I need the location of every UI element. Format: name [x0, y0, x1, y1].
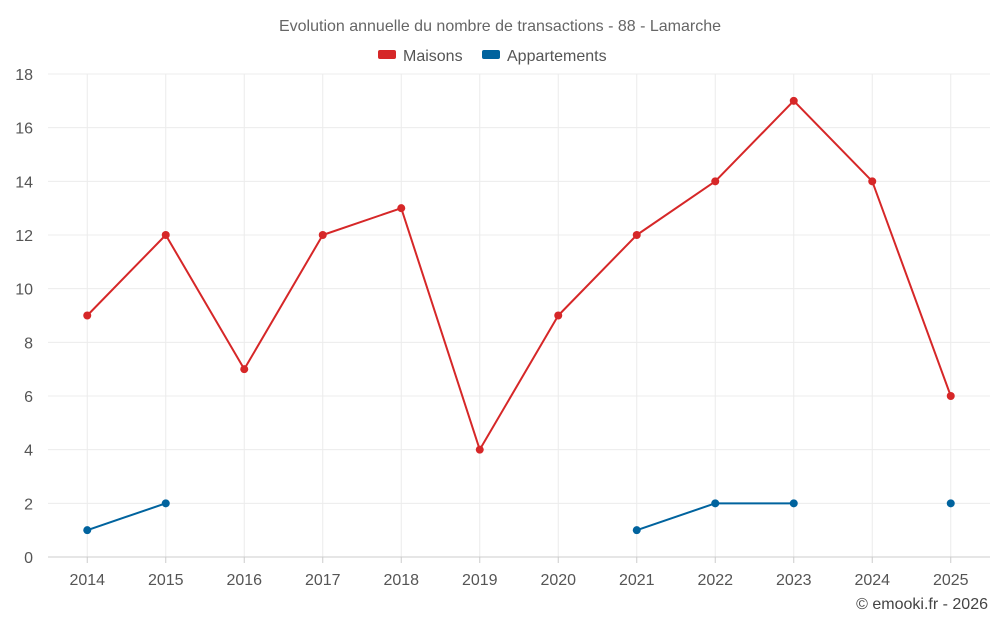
x-tick-label: 2019	[462, 572, 498, 589]
series-appartements	[83, 499, 955, 535]
x-tick-label: 2017	[305, 572, 341, 589]
y-tick-label: 8	[24, 335, 33, 352]
grid	[48, 73, 990, 557]
data-point-maisons-2021[interactable]	[632, 231, 641, 239]
data-point-maisons-2025[interactable]	[946, 392, 955, 400]
series-maisons	[83, 96, 955, 454]
x-tick-label: 2024	[854, 572, 890, 589]
y-tick-label: 2	[24, 496, 33, 513]
legend[interactable]: Maisons Appartements	[378, 48, 607, 65]
y-tick-label: 10	[15, 282, 33, 299]
x-tick-label: 2018	[383, 572, 419, 589]
credit-text: © emooki.fr - 2026	[856, 596, 988, 613]
y-tick-label: 14	[15, 174, 33, 191]
y-tick-label: 4	[24, 443, 33, 460]
data-point-maisons-2019[interactable]	[475, 445, 484, 454]
data-point-appartements-2015[interactable]	[161, 499, 170, 508]
legend-label-maisons[interactable]: Maisons	[403, 48, 463, 65]
series-line-appartements-0	[86, 502, 167, 532]
y-tick-label: 18	[15, 67, 33, 84]
x-tick-label: 2022	[697, 572, 733, 589]
data-point-maisons-2016[interactable]	[240, 365, 249, 374]
x-tick-label: 2021	[619, 572, 655, 589]
data-point-appartements-2014[interactable]	[83, 526, 92, 535]
data-point-maisons-2014[interactable]	[83, 311, 92, 320]
data-point-appartements-2021[interactable]	[632, 526, 641, 535]
x-tick-label: 2014	[69, 572, 105, 589]
y-tick-label: 6	[24, 389, 33, 406]
data-point-appartements-2023[interactable]	[789, 499, 798, 508]
data-point-maisons-2022[interactable]	[711, 177, 720, 186]
y-tick-label: 12	[15, 228, 33, 245]
y-tick-label: 16	[15, 121, 33, 138]
x-tick-label: 2015	[148, 572, 184, 589]
x-tick-label: 2020	[540, 572, 576, 589]
legend-label-appartements[interactable]: Appartements	[507, 48, 607, 65]
x-tick-label: 2025	[933, 572, 969, 589]
data-point-maisons-2018[interactable]	[397, 204, 406, 213]
chart-title: Evolution annuelle du nombre de transact…	[279, 18, 721, 35]
data-point-maisons-2017[interactable]	[318, 231, 327, 239]
series-line-maisons-0	[86, 99, 952, 451]
data-point-maisons-2024[interactable]	[868, 177, 877, 186]
data-point-maisons-2020[interactable]	[554, 311, 563, 320]
x-tick-label: 2016	[226, 572, 262, 589]
legend-swatch-maisons[interactable]	[378, 50, 396, 59]
series	[83, 96, 955, 535]
axes: 0 2 4 6 8 10 12 14 16 18 2014 2015 2016 2017 2018 2019 2…	[15, 67, 990, 589]
x-tick-label: 2023	[776, 572, 812, 589]
y-tick-label: 0	[24, 550, 33, 567]
data-point-maisons-2015[interactable]	[161, 231, 170, 239]
legend-swatch-appartements[interactable]	[482, 50, 500, 59]
data-point-appartements-2022[interactable]	[711, 499, 720, 508]
data-point-appartements-2025[interactable]	[946, 499, 955, 508]
data-point-maisons-2023[interactable]	[789, 96, 798, 105]
